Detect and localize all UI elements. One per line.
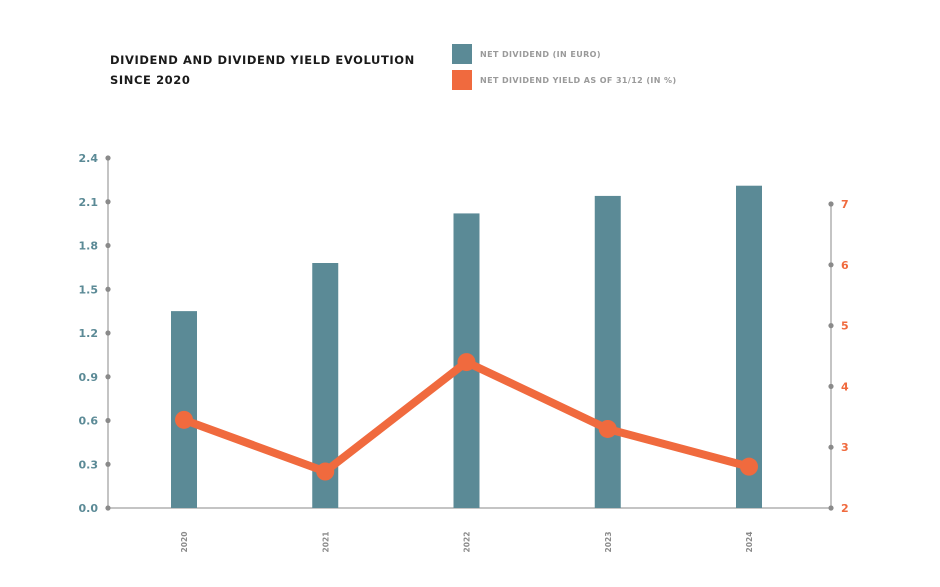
bar-net-dividend (594, 195, 621, 508)
chart-title-line-2: SINCE 2020 (110, 73, 191, 87)
legend-item-dividend-yield: NET DIVIDEND YIELD AS OF 31/12 (IN %) (452, 70, 677, 90)
legend-swatch-line (452, 70, 472, 90)
right-axis-tick-dot (828, 262, 834, 268)
bar-net-dividend (171, 311, 197, 508)
left-axis-tick-dot (105, 330, 111, 336)
right-axis-tick-dot (828, 444, 834, 450)
right-axis-tick-label: 4 (841, 380, 849, 393)
point-dividend-yield (316, 462, 335, 481)
left-axis-tick-label: 2.1 (79, 196, 99, 209)
x-axis-tick-label: 2021 (321, 532, 330, 553)
left-axis-tick-label: 1.2 (79, 327, 99, 340)
left-axis-tick-label: 0.3 (79, 458, 99, 471)
left-axis-tick-label: 0.6 (79, 415, 99, 428)
right-axis-tick-label: 5 (841, 320, 849, 333)
right-axis-tick-dot (828, 505, 834, 511)
legend-item-net-dividend: NET DIVIDEND (IN EURO) (452, 44, 677, 64)
right-axis-tick-label: 2 (841, 502, 849, 515)
legend-swatch-bar (452, 44, 472, 64)
point-dividend-yield (740, 457, 758, 476)
right-axis-tick-label: 6 (841, 259, 849, 272)
right-axis-tick-label: 3 (841, 441, 849, 454)
left-axis-tick-label: 0.0 (79, 502, 99, 515)
left-axis-tick-dot (105, 242, 111, 249)
x-axis-tick-label: 2024 (745, 532, 754, 553)
left-axis-tick-label: 1.5 (79, 283, 99, 296)
left-axis-tick-dot (105, 155, 111, 161)
right-axis-tick-dot (828, 383, 834, 389)
x-axis-tick-label: 2022 (463, 532, 472, 553)
left-axis-tick-label: 1.8 (79, 240, 99, 253)
legend-label-dividend-yield: NET DIVIDEND YIELD AS OF 31/12 (IN %) (480, 75, 677, 85)
left-axis-tick-label: 0.9 (79, 371, 99, 384)
x-axis-tick-label: 2023 (604, 532, 613, 553)
right-axis-tick-dot (828, 323, 834, 329)
legend-label-net-dividend: NET DIVIDEND (IN EURO) (480, 49, 601, 59)
left-axis-tick-dot (105, 374, 111, 380)
point-dividend-yield (598, 419, 617, 438)
chart-legend: NET DIVIDEND (IN EURO) NET DIVIDEND YIEL… (452, 44, 677, 96)
left-axis-tick-dot (105, 417, 111, 424)
left-axis-tick-dot (105, 461, 111, 467)
point-dividend-yield (457, 353, 476, 372)
left-axis-tick-dot (105, 505, 111, 511)
chart-title-line-1: DIVIDEND AND DIVIDEND YIELD EVOLUTION (110, 53, 415, 67)
left-axis-tick-label: 2.4 (79, 152, 99, 165)
left-axis-tick-dot (105, 286, 111, 292)
chart-title: DIVIDEND AND DIVIDEND YIELD EVOLUTION SI… (110, 50, 430, 90)
bar-net-dividend (736, 185, 762, 509)
point-dividend-yield (175, 410, 193, 429)
left-axis-tick-dot (105, 199, 111, 205)
x-axis-tick-label: 2020 (180, 532, 189, 553)
right-axis-tick-label: 7 (841, 198, 849, 211)
right-axis-tick-dot (828, 201, 834, 207)
